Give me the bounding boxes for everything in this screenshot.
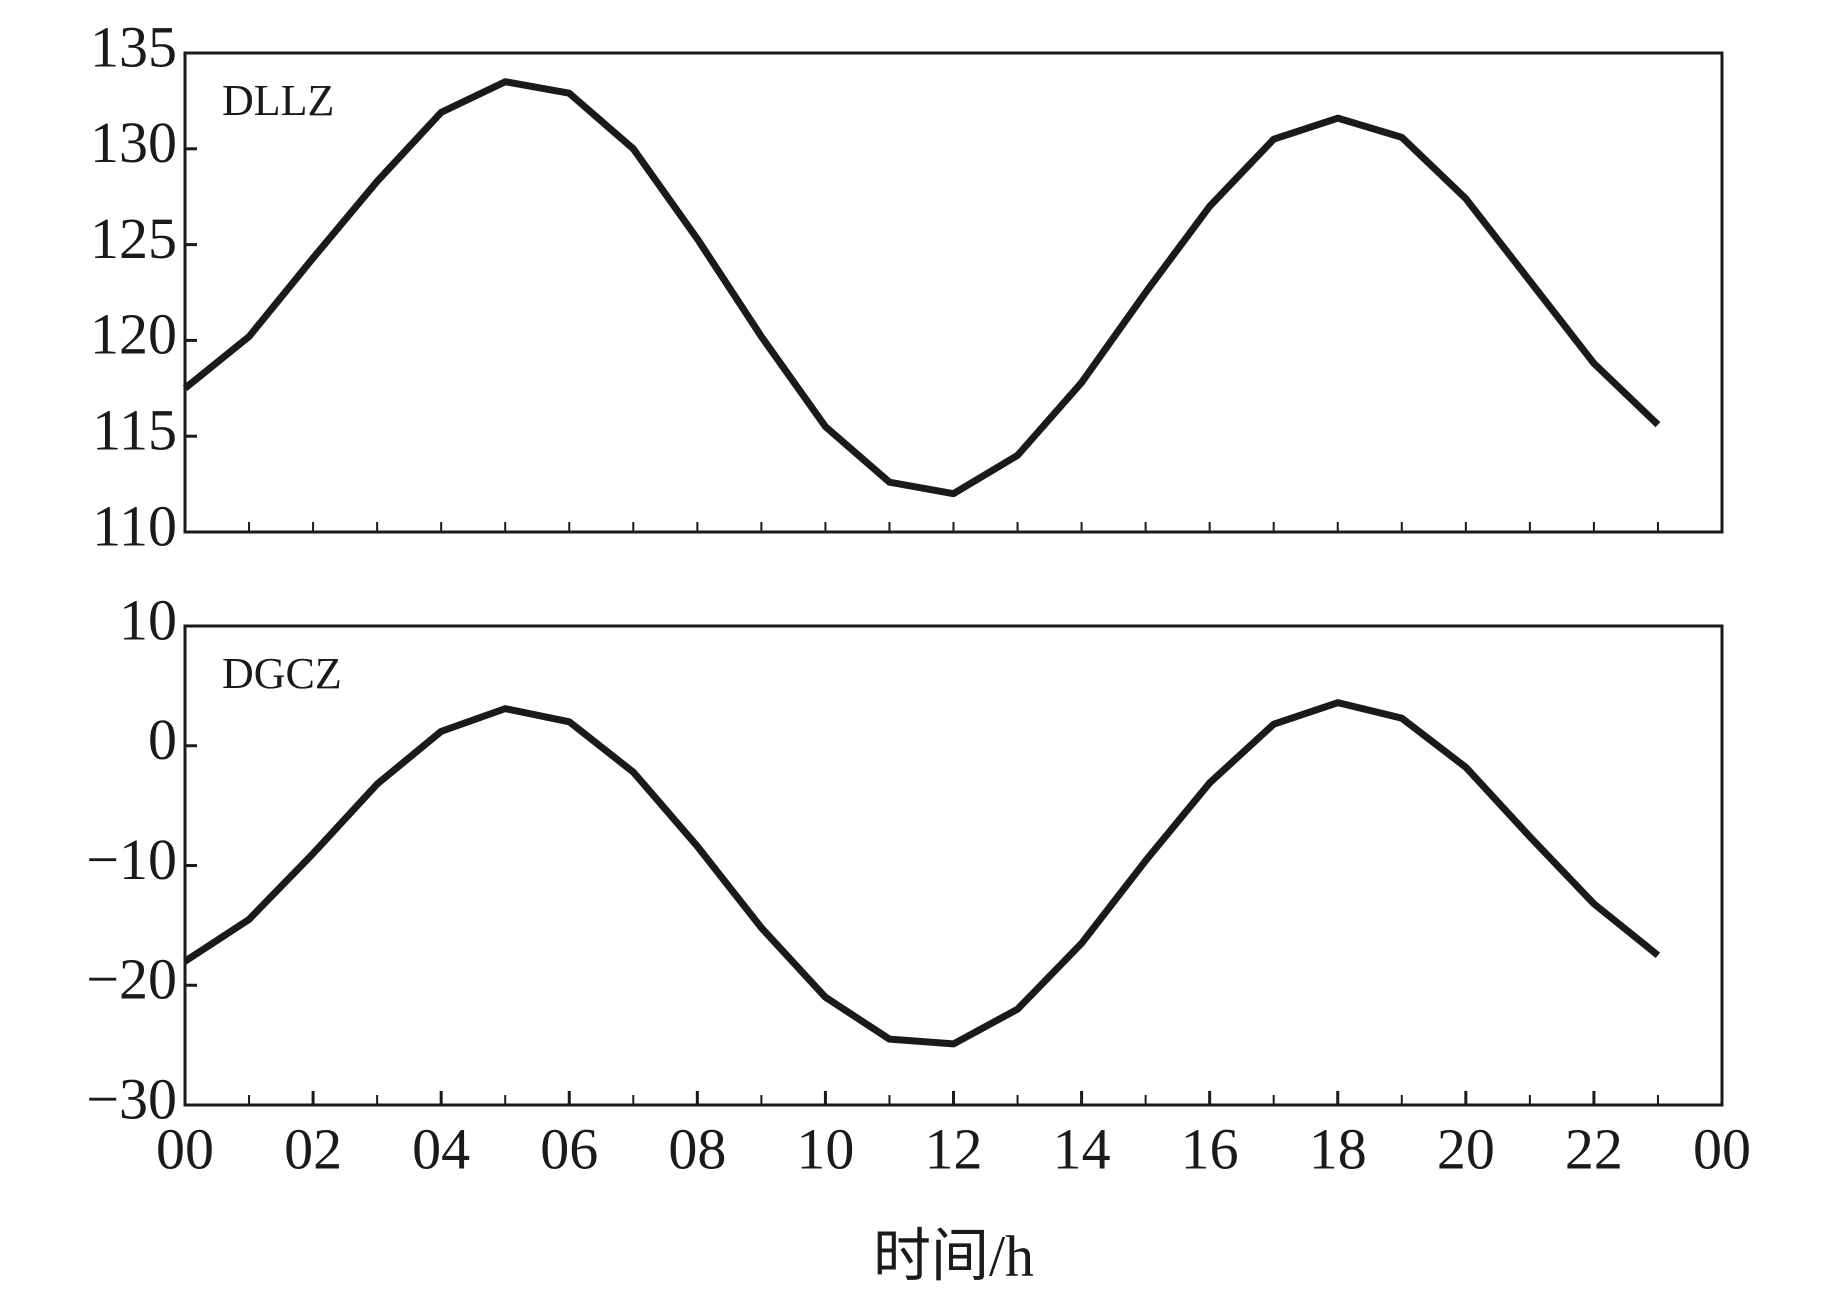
plot-frame (183, 51, 1724, 534)
x-tick-label: 08 (668, 1116, 726, 1181)
data-line (183, 699, 1661, 1048)
plot-frame (183, 624, 1724, 1107)
x-axis-label: 时间/h (873, 1223, 1034, 1288)
data-line (182, 78, 1661, 498)
panel-label: DLLZ (222, 76, 334, 125)
y-tick-label: 0 (148, 707, 177, 772)
x-tick-label: 18 (1309, 1116, 1367, 1181)
y-tick-label: 115 (92, 398, 177, 463)
x-tick-label: 00 (1693, 1116, 1751, 1181)
panel-label: DGCZ (222, 649, 342, 698)
x-tick-label: 06 (540, 1116, 598, 1181)
y-tick-label: 135 (90, 14, 177, 79)
y-tick-label: −10 (86, 827, 177, 892)
y-tick-label: 10 (119, 587, 177, 652)
x-tick-label: 10 (796, 1116, 854, 1181)
x-tick-label: 22 (1565, 1116, 1623, 1181)
x-tick-label: 04 (412, 1116, 470, 1181)
x-tick-label: 16 (1181, 1116, 1239, 1181)
y-tick-label: −30 (86, 1066, 177, 1131)
x-tick-label: 12 (925, 1116, 983, 1181)
y-tick-label: 110 (92, 493, 177, 558)
x-tick-label: 20 (1437, 1116, 1495, 1181)
y-tick-label: 125 (90, 206, 177, 271)
x-tick-label: 00 (156, 1116, 214, 1181)
y-tick-label: 130 (90, 110, 177, 175)
y-tick-label: 120 (90, 302, 177, 367)
y-tick-label: −20 (86, 947, 177, 1012)
x-tick-label: 02 (284, 1116, 342, 1181)
x-tick-label: 14 (1053, 1116, 1111, 1181)
